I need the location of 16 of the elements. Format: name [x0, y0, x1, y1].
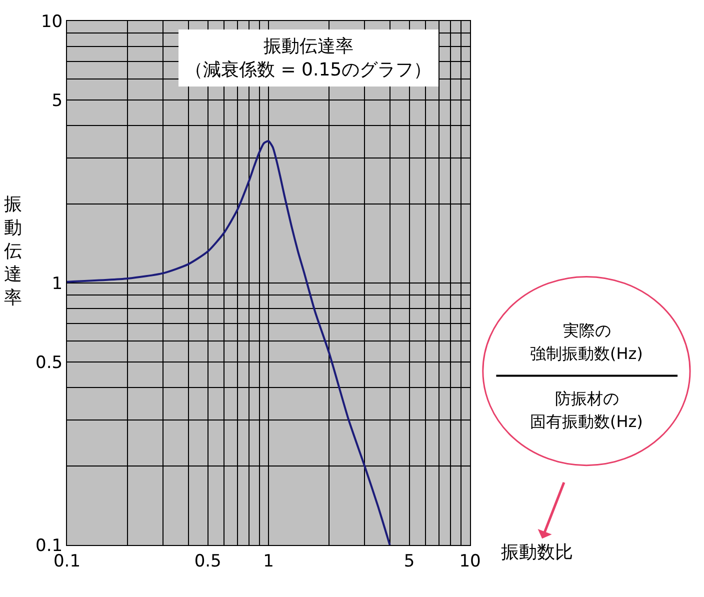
y-axis-title: 振動伝達率 — [4, 194, 22, 309]
y-tick-label: 5 — [52, 90, 63, 111]
y-tick-label: 1 — [52, 274, 63, 294]
x-tick-label: 5 — [404, 551, 415, 572]
x-axis-title: 振動数比 — [501, 542, 573, 563]
text: （減衰係数 = 0.15のグラフ） — [185, 59, 432, 80]
text: 振動伝達率 — [263, 36, 354, 57]
y-tick-label: 10 — [40, 12, 63, 32]
x-tick-label: 10 — [459, 551, 481, 572]
y-tick-label: 0.5 — [36, 352, 63, 373]
x-tick-label: 0.5 — [194, 551, 222, 572]
text: 実際の — [563, 321, 611, 340]
text: 防振材の — [555, 389, 619, 408]
text: 強制振動数(Hz) — [530, 344, 643, 363]
x-tick-label: 1 — [263, 551, 274, 572]
text: 固有振動数(Hz) — [530, 412, 643, 431]
